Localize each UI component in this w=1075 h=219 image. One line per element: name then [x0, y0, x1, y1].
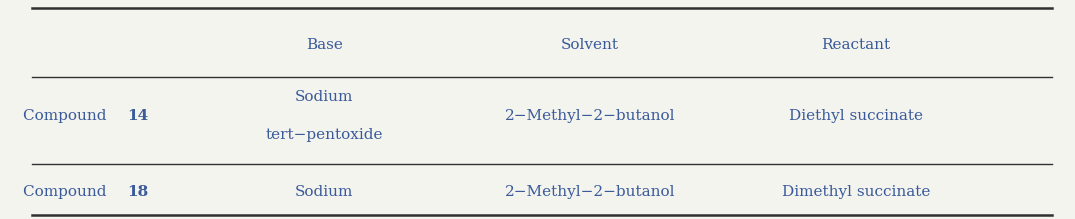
Text: Solvent: Solvent: [561, 38, 619, 52]
Text: Reactant: Reactant: [821, 38, 890, 52]
Text: Dimethyl succinate: Dimethyl succinate: [782, 185, 930, 199]
Text: Compound: Compound: [24, 185, 112, 199]
Text: Sodium: Sodium: [295, 90, 354, 104]
Text: 2−Methyl−2−butanol: 2−Methyl−2−butanol: [504, 185, 675, 199]
Text: 18: 18: [128, 185, 148, 199]
Text: Compound: Compound: [24, 109, 112, 123]
Text: Base: Base: [305, 38, 343, 52]
Text: 14: 14: [128, 109, 148, 123]
Text: tert−pentoxide: tert−pentoxide: [266, 129, 383, 142]
Text: 2−Methyl−2−butanol: 2−Methyl−2−butanol: [504, 109, 675, 123]
Text: Diethyl succinate: Diethyl succinate: [789, 109, 922, 123]
Text: Sodium: Sodium: [295, 185, 354, 199]
